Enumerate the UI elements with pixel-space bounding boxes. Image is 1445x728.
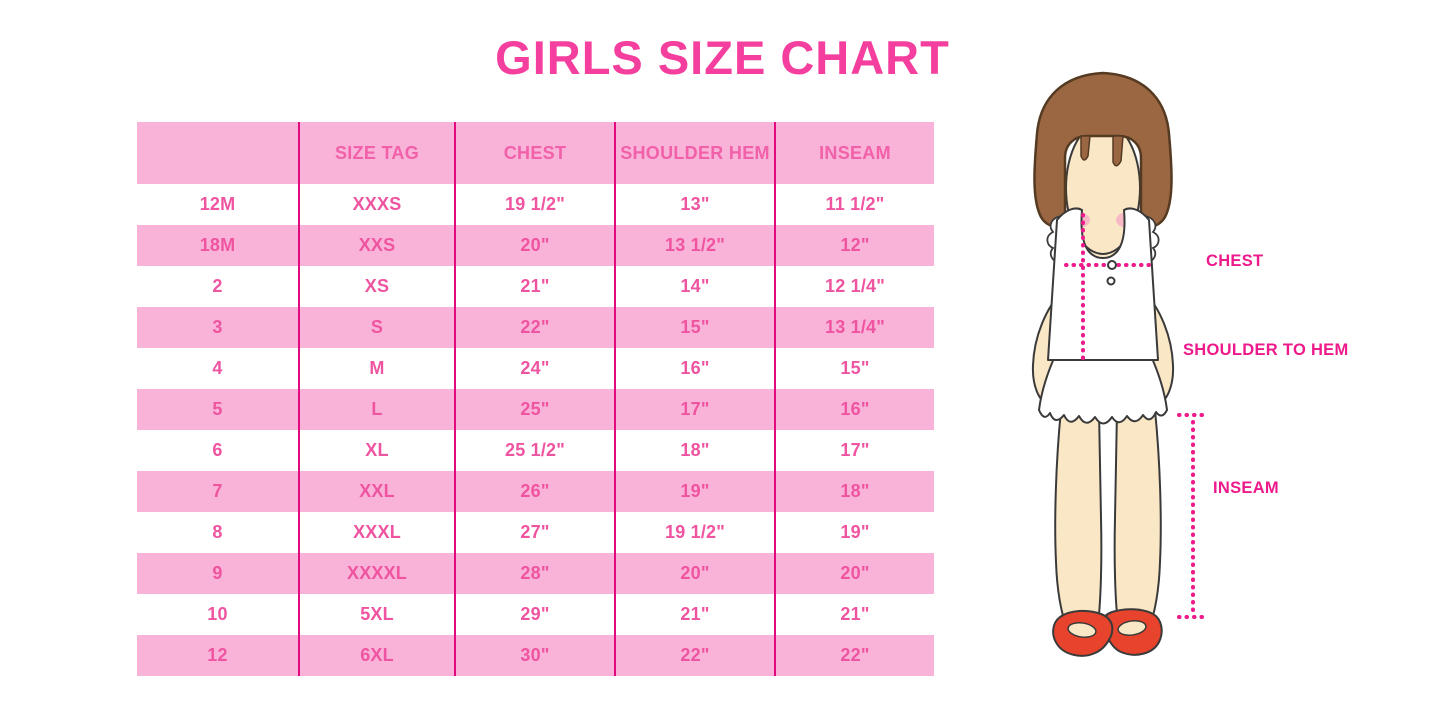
table-cell: 19 1/2" [454,184,615,225]
table-cell: XXS [298,225,455,266]
table-cell: XXXL [298,512,455,553]
girl-top-button-2 [1106,276,1116,286]
table-cell: 25" [454,389,615,430]
table-cell: 16" [774,389,934,430]
table-row: 10 5XL 29" 21" 21" [137,594,934,635]
girl-leg-left [1054,409,1103,633]
table-cell: 21" [614,594,775,635]
shoulder-to-hem-label: SHOULDER TO HEM [1183,341,1349,359]
girl-shoe-right-opening [1117,620,1147,636]
table-cell: XL [298,430,455,471]
table-cell: 22" [774,635,934,676]
table-cell: 12" [774,225,934,266]
table-cell: 15" [774,348,934,389]
table-cell: 20" [454,225,615,266]
table-cell: S [298,307,455,348]
column-header: INSEAM [774,122,934,184]
table-cell: 4 [212,358,223,378]
table-cell: 7 [137,471,299,512]
table-cell: 20" [774,553,934,594]
table-row: 7 XXL 26" 19" 18" [137,471,934,512]
girl-illustration [1015,60,1445,723]
table-cell: 22" [454,307,615,348]
table-cell: 26" [454,471,615,512]
girl-top-button-1 [1107,260,1117,270]
table-cell: 17" [614,389,775,430]
table-row: 12 6XL 30" 22" 22" [137,635,934,676]
table-cell: 6 [212,440,223,460]
table-row: 8 XXXL 27" 19 1/2" 19" [137,512,934,553]
table-cell: 13 1/4" [774,307,934,348]
column-header: SHOULDER HEM [614,122,775,184]
table-cell: 22" [614,635,775,676]
girl-bang-strand-left [1080,135,1091,161]
table-cell: 14" [614,266,775,307]
table-cell: XXXS [298,184,455,225]
table-cell: 15" [614,307,775,348]
column-header: SIZE TAG [298,122,455,184]
table-cell: 13 1/2" [614,225,775,266]
header-row: SIZE TAG CHEST SHOULDER HEM INSEAM [137,122,934,184]
girl-skirt [1038,355,1168,425]
girl-figure-svg [1031,71,1210,657]
size-table: SIZE TAG CHEST SHOULDER HEM INSEAM 12M XXXS 1… [137,122,934,676]
table-row: 12M XXXS 19 1/2" 13" 11 1/2" [137,184,934,225]
table-cell: 5 [137,389,299,430]
table-cell: 18" [614,430,775,471]
table-cell: 27" [454,512,615,553]
table-row: 3 S 22" 15" 13 1/4" [137,307,934,348]
table-cell: 29" [454,594,615,635]
table-cell: 20" [614,553,775,594]
table-cell: 21" [774,594,934,635]
table-row: 9 XXXXL 28" 20" 20" [137,553,934,594]
table-cell: 9 [137,553,299,594]
column-header [137,122,299,184]
table-row: 6 XL 25 1/2" 18" 17" [137,430,934,471]
table-cell: M [298,348,455,389]
table-cell: XXL [298,471,455,512]
table-cell: 28" [454,553,615,594]
girl-top [1047,207,1159,361]
table-cell: 8 [212,522,223,542]
table-cell: 13" [614,184,775,225]
girl-hair [1033,71,1173,228]
table-cell: 19" [614,471,775,512]
table-cell: 18" [774,471,934,512]
table-cell: 25 1/2" [454,430,615,471]
column-header: CHEST [454,122,615,184]
chest-label: CHEST [1206,252,1264,270]
table-row: 2 XS 21" 14" 12 1/4" [137,266,934,307]
page-title: GIRLS SIZE CHART [495,31,950,84]
table-cell: 11 1/2" [774,184,934,225]
table-cell: L [298,389,455,430]
table-cell: 19 1/2" [614,512,775,553]
table-row: 4 M 24" 16" 15" [137,348,934,389]
table-cell: 16" [614,348,775,389]
table-cell: 2 [212,276,223,296]
table-cell: 30" [454,635,615,676]
table-cell: 3 [137,307,299,348]
girl-bang-strand-right [1112,135,1124,167]
table-row: 5 L 25" 17" 16" [137,389,934,430]
table-cell: 21" [454,266,615,307]
table-cell: XS [298,266,455,307]
girl-leg-right [1113,409,1162,633]
table-cell: 5XL [298,594,455,635]
inseam-label: INSEAM [1213,479,1279,497]
table-cell: 24" [454,348,615,389]
table-cell: 12 [137,635,299,676]
table-cell: XXXXL [298,553,455,594]
table-cell: 12M [199,194,236,214]
table-cell: 12 1/4" [774,266,934,307]
table-cell: 17" [774,430,934,471]
table-cell: 6XL [298,635,455,676]
table-cell: 18M [137,225,299,266]
table-cell: 19" [774,512,934,553]
girl-shoe-left-opening [1067,622,1097,638]
table-cell: 10 [207,604,228,624]
table-row: 18M XXS 20" 13 1/2" 12" [137,225,934,266]
